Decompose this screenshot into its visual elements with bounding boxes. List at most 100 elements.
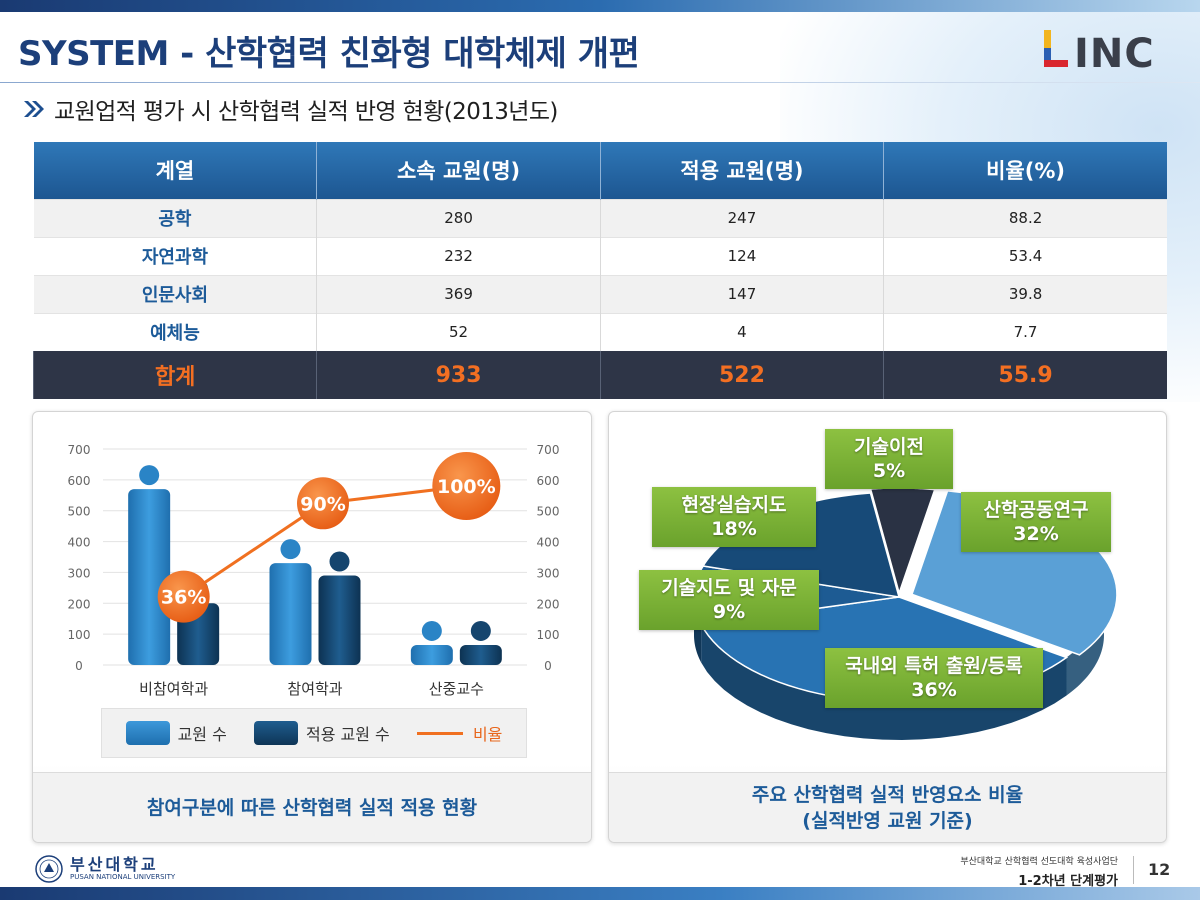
cell-field: 인문사회: [33, 274, 317, 313]
subtitle-row: 교원업적 평가 시 산학협력 실적 반영 현황(2013년도): [22, 92, 558, 126]
bar-chart-caption-box: 참여구분에 따른 산학협력 실적 적용 현황: [33, 772, 591, 842]
title-divider: [0, 82, 1200, 83]
ratio-label: 90%: [300, 493, 345, 515]
y-tick-label-left: 0: [75, 659, 83, 673]
y-tick-label-left: 600: [68, 474, 91, 488]
legend-label-faculty: 교원 수: [177, 725, 227, 744]
cell-field: 예체능: [33, 312, 317, 351]
cell-applied: 124: [599, 236, 884, 275]
table-row: 공학 280 247 88.2: [33, 198, 1167, 237]
header-field: 계열: [33, 142, 317, 199]
organization-info: 부산대학교 산학협력 선도대학 육성사업단 1-2차년 단계평가: [960, 854, 1118, 889]
pie-label-value: 5%: [872, 460, 906, 482]
bar-head-applied: [470, 620, 491, 641]
pie-chart-caption-line2: (실적반영 교원 기준): [802, 809, 973, 832]
legend-rate: 비율: [416, 721, 503, 745]
linc-logo: INC: [1044, 30, 1155, 76]
bar-head-applied: [329, 551, 350, 572]
svg-text:INC: INC: [1074, 31, 1155, 76]
cell-applied: 247: [599, 198, 884, 237]
bar-applied: [318, 575, 361, 665]
x-category-label: 비참여학과: [139, 680, 208, 698]
top-accent-bar: [0, 0, 1200, 12]
legend-swatch-faculty: [125, 721, 170, 745]
table-row: 자연과학 232 124 53.4: [33, 236, 1167, 275]
pie-label-field-training: 현장실습지도 18%: [652, 487, 816, 547]
y-tick-label-left: 700: [68, 443, 91, 457]
y-tick-label-right: 400: [537, 536, 560, 550]
pie-label-text: 현장실습지도: [681, 494, 787, 516]
header-applied: 적용 교원(명): [599, 142, 884, 199]
pie-chart-panel: 기술이전 5% 현장실습지도 18% 산학공동연구 32% 기술지도 및 자문 …: [608, 411, 1167, 843]
cell-rate: 88.2: [883, 198, 1167, 237]
university-logo: 부산대학교 PUSAN NATIONAL UNIVERSITY: [34, 854, 175, 884]
evaluation-label: 1-2차년 단계평가: [1018, 874, 1118, 889]
page-number: 12: [1148, 860, 1171, 879]
ratio-label: 100%: [437, 476, 496, 498]
y-tick-label-left: 200: [68, 597, 91, 611]
faculty-evaluation-table: 계열 소속 교원(명) 적용 교원(명) 비율(%) 공학 280 247 88…: [32, 142, 1167, 399]
bar-head-faculty: [421, 620, 442, 641]
pie-label-text: 기술지도 및 자문: [661, 577, 797, 599]
y-tick-label-right: 300: [537, 566, 560, 580]
table-header-row: 계열 소속 교원(명) 적용 교원(명) 비율(%): [33, 142, 1167, 199]
university-name-en: PUSAN NATIONAL UNIVERSITY: [70, 873, 176, 881]
page-title: SYSTEM - 산학협력 친화형 대학체제 개편: [18, 34, 640, 74]
cell-faculty: 52: [316, 312, 601, 351]
y-tick-label-right: 600: [537, 474, 560, 488]
cell-faculty: 369: [316, 274, 601, 313]
bar-faculty: [269, 563, 312, 665]
page-number-divider: [1133, 856, 1134, 884]
cell-field: 공학: [33, 198, 317, 237]
cell-faculty: 280: [316, 198, 601, 237]
total-rate: 55.9: [883, 351, 1167, 399]
bar-head-faculty: [139, 465, 160, 486]
cell-field: 자연과학: [33, 236, 317, 275]
bar-chart-caption: 참여구분에 따른 산학협력 실적 적용 현황: [146, 796, 478, 819]
legend-label-rate: 비율: [472, 725, 503, 744]
legend-applied: 적용 교원 수: [254, 721, 390, 745]
total-applied: 522: [599, 351, 884, 399]
ratio-bubble: [432, 452, 501, 521]
ratio-label: 36%: [161, 587, 206, 609]
pie-label-text: 기술이전: [854, 436, 924, 458]
legend-swatch-applied: [254, 721, 298, 745]
y-tick-label-right: 100: [537, 628, 560, 642]
cell-rate: 39.8: [883, 274, 1167, 313]
pie-label-tech-transfer: 기술이전 5%: [825, 429, 953, 489]
y-tick-label-left: 300: [68, 566, 91, 580]
total-label: 합계: [32, 351, 317, 399]
ratio-bubble: [297, 477, 349, 530]
pie-chart-caption-line1: 주요 산학협력 실적 반영요소 비율: [751, 783, 1024, 806]
x-category-label: 참여학과: [287, 680, 342, 698]
pie-label-value: 9%: [712, 601, 746, 623]
university-seal-icon: [35, 855, 63, 883]
y-tick-label-left: 100: [68, 628, 91, 642]
chart-legend: 교원 수 적용 교원 수 비율: [101, 708, 527, 758]
total-faculty: 933: [316, 351, 601, 399]
y-tick-label-left: 500: [68, 505, 91, 519]
bar-line-chart: 0 0 100 100 200 200 300 300 400 400 500 500 600 600 70…: [68, 443, 560, 698]
bar-chart-panel: 0 0 100 100 200 200 300 300 400 400 500 500 600 600 70…: [32, 411, 592, 843]
bar-head-faculty: [280, 539, 301, 560]
pie-label-value: 18%: [711, 518, 757, 540]
pie-label-joint-research: 산학공동연구 32%: [961, 492, 1111, 552]
legend-faculty: 교원 수: [125, 721, 227, 745]
footer-accent-bar: [0, 887, 1200, 900]
bar-applied: [459, 644, 502, 665]
x-category-label: 산중교수: [429, 680, 484, 698]
header-faculty: 소속 교원(명): [316, 142, 601, 199]
double-chevron-icon: [24, 101, 44, 117]
pie-label-patent: 국내외 특허 출원/등록 36%: [825, 648, 1043, 708]
legend-line-rate: [416, 731, 463, 735]
section-subtitle: 교원업적 평가 시 산학협력 실적 반영 현황(2013년도): [54, 99, 558, 125]
table-row: 인문사회 369 147 39.8: [33, 274, 1167, 313]
bar-faculty: [128, 489, 171, 665]
header-rate: 비율(%): [883, 142, 1167, 199]
y-tick-label-right: 500: [537, 505, 560, 519]
university-name-kr: 부산대학교: [70, 855, 159, 874]
table-row: 예체능 52 4 7.7: [33, 312, 1167, 351]
cell-faculty: 232: [316, 236, 601, 275]
y-tick-label-right: 0: [544, 659, 552, 673]
cell-rate: 7.7: [883, 312, 1167, 351]
